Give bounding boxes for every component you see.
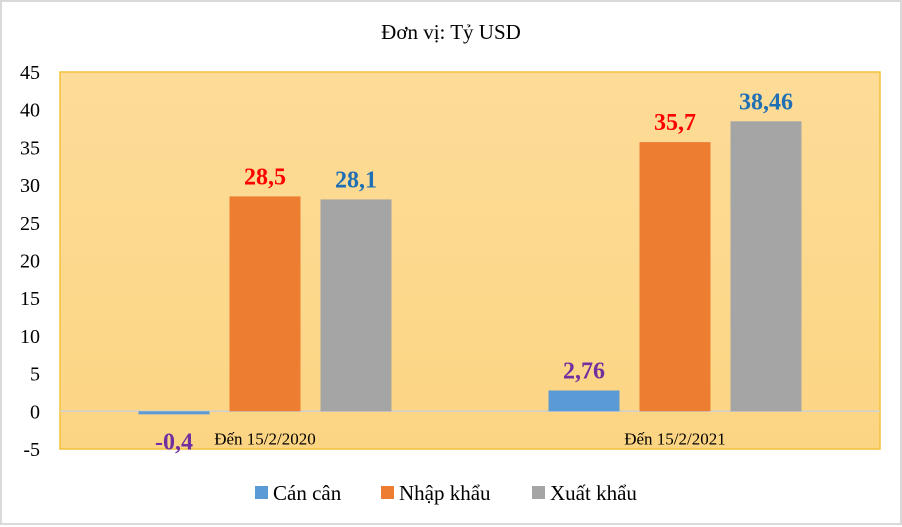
legend-label: Xuất khẩu	[550, 481, 637, 505]
legend-label: Cán cân	[273, 481, 342, 505]
data-label: 28,1	[335, 167, 377, 193]
bar-2-0	[320, 199, 392, 412]
bar-0-0	[138, 411, 210, 415]
legend-swatch-2	[532, 486, 545, 499]
x-category-label: Đến 15/2/2020	[214, 429, 316, 448]
y-tick-label: 20	[20, 251, 40, 273]
y-tick-label: 0	[30, 401, 40, 423]
bar-1-0	[229, 196, 301, 412]
data-label: 35,7	[654, 110, 696, 136]
y-tick-label: 35	[20, 137, 40, 159]
legend-label: Nhập khẩu	[399, 481, 491, 505]
y-tick-label: 15	[20, 288, 40, 310]
bar-1-1	[639, 142, 711, 412]
data-label: -0,4	[155, 429, 193, 455]
y-tick-label: 25	[20, 213, 40, 235]
chart-title: Đơn vị: Tỷ USD	[381, 20, 521, 44]
data-label: 2,76	[563, 358, 605, 384]
y-tick-label: 5	[30, 364, 40, 386]
y-tick-label: 45	[20, 62, 40, 84]
y-tick-label: 10	[20, 326, 40, 348]
y-tick-label: -5	[23, 439, 40, 461]
x-category-label: Đến 15/2/2021	[624, 429, 726, 448]
legend-swatch-0	[255, 486, 268, 499]
y-tick-label: 30	[20, 175, 40, 197]
bar-2-1	[730, 121, 802, 412]
legend-swatch-1	[381, 486, 394, 499]
data-label: 38,46	[739, 89, 793, 115]
data-label: 28,5	[244, 164, 286, 190]
bar-0-1	[548, 390, 620, 412]
y-tick-label: 40	[20, 100, 40, 122]
